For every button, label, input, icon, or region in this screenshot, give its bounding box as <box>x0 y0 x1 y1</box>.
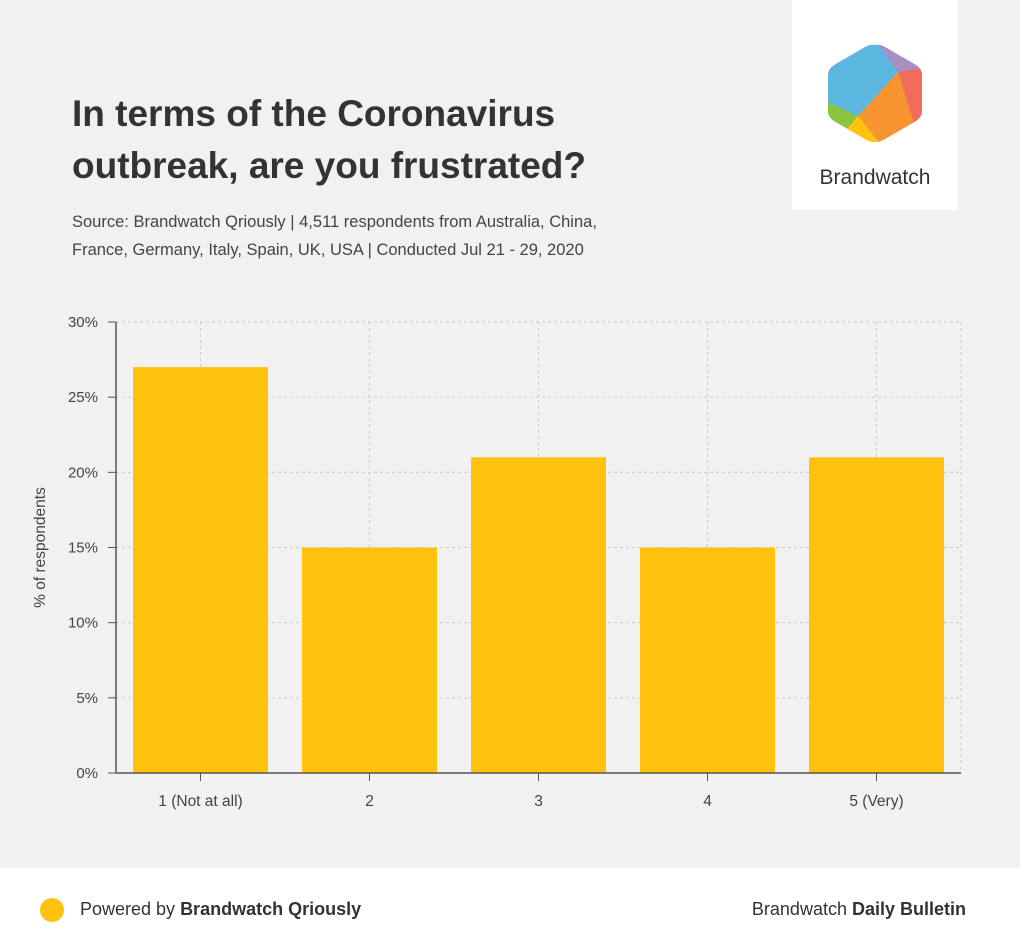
bar-chart: 0% 5% 10% 15% 20% 25% 30% 1 (Not at all) 2 3 4 5 (V… <box>32 314 962 810</box>
x-tick-label: 5 (Very) <box>849 793 903 810</box>
x-tick-label: 3 <box>534 793 543 810</box>
y-tick-label: 10% <box>68 615 98 632</box>
footer-powered-by: Powered by Brandwatch Qriously <box>80 899 361 920</box>
footer-left-prefix: Powered by <box>80 899 181 919</box>
footer-left-brand: Brandwatch Qriously <box>180 899 362 919</box>
y-tick-label: 0% <box>76 765 98 782</box>
footer-right-brand: Daily Bulletin <box>851 899 966 919</box>
brandwatch-logo-text: Brandwatch <box>819 166 931 189</box>
bar-5 <box>809 457 944 773</box>
y-axis-label: % of respondents <box>32 487 49 608</box>
y-tick-label: 20% <box>68 464 98 481</box>
bar-1 <box>133 367 268 773</box>
bar-3 <box>471 457 606 773</box>
footer-publication: Brandwatch Daily Bulletin <box>752 899 966 920</box>
footer-bar: Powered by Brandwatch Qriously Brandwatc… <box>0 868 1020 950</box>
y-tick-label: 15% <box>68 540 98 557</box>
chart-title-line-1: In terms of the Coronavirus <box>72 93 556 134</box>
y-tick-label: 5% <box>76 690 98 707</box>
chart-title-line-2: outbreak, are you frustrated? <box>72 145 587 186</box>
source-line-1: Source: Brandwatch Qriously | 4,511 resp… <box>72 213 597 231</box>
y-tick-label: 25% <box>68 389 98 406</box>
chart-source-note: Source: Brandwatch Qriously | 4,511 resp… <box>72 208 692 264</box>
x-tick-label: 4 <box>703 793 712 810</box>
chart-title: In terms of the Coronavirus outbreak, ar… <box>72 88 692 192</box>
brandwatch-hexagon-logo-icon <box>828 44 922 142</box>
brandwatch-logo-card: Brandwatch <box>792 0 958 210</box>
x-tick-label: 2 <box>365 793 374 810</box>
source-line-2: France, Germany, Italy, Spain, UK, USA |… <box>72 241 584 259</box>
bar-2 <box>302 547 437 773</box>
footer-dot-icon <box>40 898 64 922</box>
footer-right-prefix: Brandwatch <box>751 899 852 919</box>
bar-4 <box>640 547 775 773</box>
x-tick-label: 1 (Not at all) <box>158 793 242 810</box>
y-tick-label: 30% <box>68 314 98 331</box>
